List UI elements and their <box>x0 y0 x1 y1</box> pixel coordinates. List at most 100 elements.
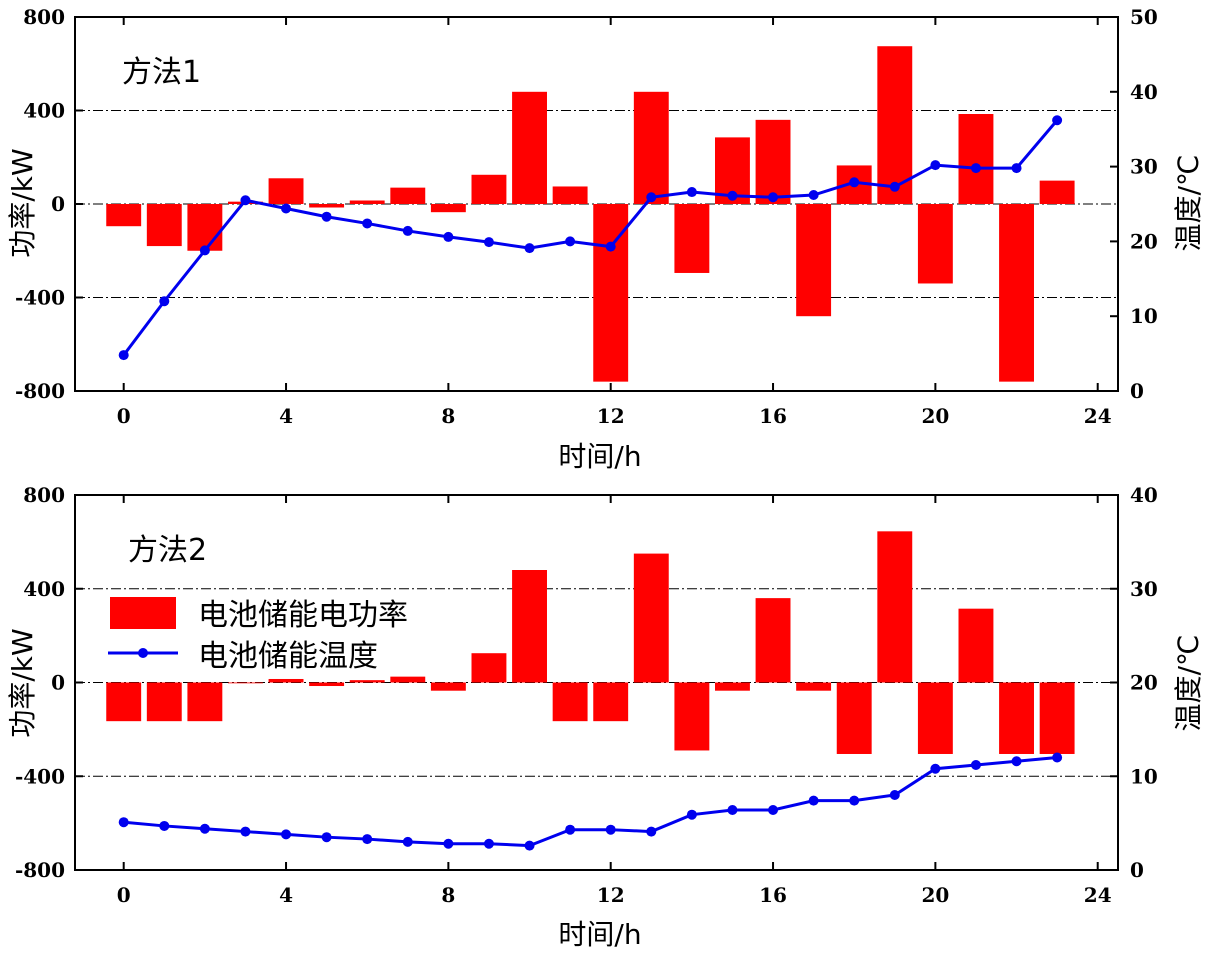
power-bar <box>836 682 872 754</box>
y-tick-label-left: 400 <box>23 577 65 601</box>
power-bar <box>633 91 669 204</box>
panel-label-method-2: 方法2 <box>128 533 207 568</box>
x-tick-label: 16 <box>759 404 787 428</box>
temperature-point <box>565 824 576 835</box>
x-tick-label: 24 <box>1084 404 1112 428</box>
power-bar <box>552 186 588 204</box>
power-bar <box>917 682 953 754</box>
power-bar <box>755 119 791 204</box>
power-bar <box>1039 682 1075 754</box>
power-bar <box>349 680 385 683</box>
power-bar <box>309 204 345 208</box>
temperature-point <box>199 245 210 256</box>
temperature-point <box>240 195 251 206</box>
y-tick-label-left: 800 <box>23 5 65 29</box>
temperature-point <box>686 187 697 198</box>
power-bar <box>877 46 913 204</box>
temperature-point <box>849 177 860 188</box>
temperature-point <box>970 163 981 174</box>
power-bar <box>349 200 385 204</box>
y-axis-title-right: 温度/℃ <box>1172 635 1205 732</box>
legend-line-marker <box>138 648 148 658</box>
power-bar <box>228 682 263 684</box>
temperature-point <box>970 760 981 770</box>
power-bar <box>430 682 466 691</box>
temperature-point <box>443 838 454 849</box>
x-tick-label: 12 <box>597 883 625 907</box>
temperature-line <box>123 756 1058 848</box>
y-tick-label-left: 0 <box>51 671 65 695</box>
temperature-point <box>808 795 819 806</box>
power-bar <box>106 682 142 722</box>
x-axis-title: 时间/h <box>558 918 641 951</box>
temperature-point <box>159 820 170 831</box>
power-bar <box>755 598 791 683</box>
temperature-point <box>565 236 576 247</box>
temperature-point <box>443 231 454 242</box>
power-bar <box>146 204 182 247</box>
temperature-point <box>159 296 170 307</box>
temperature-point <box>686 809 697 820</box>
y-tick-label-left: -800 <box>15 858 65 882</box>
x-tick-label: 8 <box>441 404 455 428</box>
y-axis-title-left: 功率/kW <box>6 628 39 737</box>
temperature-point <box>362 218 373 229</box>
power-bar <box>999 204 1034 382</box>
x-tick-label: 16 <box>759 883 787 907</box>
power-bar <box>471 174 507 204</box>
power-bar <box>796 204 832 317</box>
power-bar <box>593 682 629 722</box>
y-axis-title-left: 功率/kW <box>6 148 39 257</box>
power-bar <box>958 114 994 204</box>
x-tick-label: 4 <box>279 404 293 428</box>
y-tick-label-left: 0 <box>51 192 65 216</box>
power-bar <box>1039 180 1075 204</box>
y-tick-label-right: 30 <box>1130 155 1158 179</box>
temperature-point <box>646 826 657 837</box>
y-tick-label-right: 40 <box>1130 483 1158 507</box>
power-bar <box>146 682 182 722</box>
temperature-point <box>1011 756 1022 767</box>
temperature-point <box>321 211 332 222</box>
legend-bar-swatch <box>110 597 176 629</box>
y-tick-label-right: 50 <box>1130 5 1158 29</box>
power-bar <box>471 653 507 683</box>
temperature-point <box>930 763 941 774</box>
temperature-point <box>808 190 819 201</box>
temperature-point <box>402 225 413 236</box>
y-tick-label-right: 20 <box>1130 229 1158 253</box>
temperature-point <box>483 838 494 849</box>
y-tick-label-right: 10 <box>1130 304 1158 328</box>
power-bar <box>106 204 142 227</box>
temperature-point <box>930 160 941 171</box>
temperature-point <box>1011 163 1022 174</box>
y-axis-title-right: 温度/℃ <box>1172 155 1205 252</box>
x-axis-title: 时间/h <box>558 440 641 473</box>
power-bar <box>674 204 710 273</box>
temperature-line <box>122 119 1059 356</box>
temperature-point <box>321 832 332 843</box>
temperature-point <box>524 243 535 254</box>
temperature-point <box>524 840 535 851</box>
temperature-point <box>889 790 900 800</box>
power-bar <box>430 204 466 213</box>
power-bar <box>512 91 547 204</box>
legend-bar-label: 电池储能电功率 <box>198 598 408 633</box>
temperature-point <box>727 805 738 815</box>
x-tick-label: 4 <box>279 883 293 907</box>
x-tick-label: 8 <box>441 883 455 907</box>
power-bar <box>999 682 1034 754</box>
y-tick-label-left: -800 <box>15 379 65 403</box>
power-bar <box>633 553 669 683</box>
temperature-point <box>281 203 292 214</box>
temperature-point <box>118 817 129 828</box>
y-tick-label-right: 30 <box>1130 577 1158 601</box>
x-tick-label: 0 <box>117 404 131 428</box>
power-bar <box>715 682 750 691</box>
power-bar <box>390 187 426 204</box>
power-bar <box>674 682 710 751</box>
power-bar <box>187 682 223 722</box>
power-bar <box>268 178 304 204</box>
temperature-point <box>483 237 494 248</box>
temperature-point <box>768 805 779 815</box>
